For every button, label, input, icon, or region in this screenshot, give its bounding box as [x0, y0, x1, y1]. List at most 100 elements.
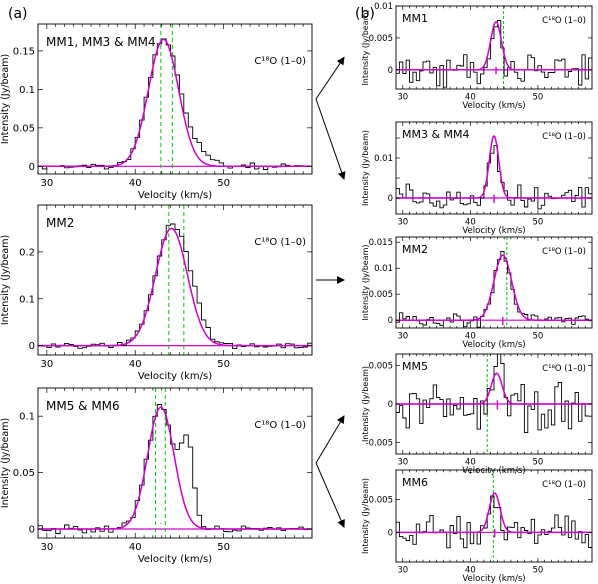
y-tick-label: 0.005: [369, 34, 393, 44]
x-axis-label: Velocity (km/s): [138, 190, 212, 201]
y-tick-label: 0.005: [369, 362, 393, 372]
species-label: C¹⁸O (1–0): [254, 56, 306, 67]
plot-frame: [37, 204, 313, 356]
gaussian-fit-curve: [38, 227, 312, 347]
y-axis-label: Intensity (Jy/beam): [0, 54, 11, 144]
x-axis-label: Velocity (km/s): [462, 101, 525, 111]
x-tick-label: 40: [129, 359, 142, 370]
y-tick-label: 0.2: [19, 247, 35, 258]
x-tick-label: 40: [465, 218, 476, 228]
y-tick-label: 0.15: [13, 46, 35, 57]
y-tick-label: 0.05: [13, 468, 35, 479]
observed-spectrum: [396, 19, 592, 88]
x-tick-label: 50: [533, 93, 544, 103]
y-tick-label: 0.1: [19, 412, 35, 423]
y-tick-label: 0: [388, 66, 393, 76]
x-tick-label: 50: [533, 218, 544, 228]
x-tick-label: 30: [397, 458, 408, 468]
y-tick-label: 0.01: [374, 264, 393, 274]
y-tick-label: -0.005: [366, 438, 393, 448]
x-tick-label: 30: [397, 93, 408, 103]
x-tick-label: 30: [397, 566, 408, 576]
species-label: C¹⁸O (1–0): [542, 16, 586, 26]
plot-frame: [395, 5, 593, 90]
gaussian-fit-curve: [396, 21, 592, 71]
plot-frame: [37, 23, 313, 175]
x-tick-label: 40: [465, 93, 476, 103]
region-label: MM5: [402, 360, 428, 373]
y-tick-label: 0.01: [374, 154, 393, 164]
y-tick-label: 0: [29, 341, 35, 352]
panel-label-a: (a): [8, 6, 28, 22]
y-tick-label: 0.005: [369, 290, 393, 300]
x-tick-label: 50: [533, 458, 544, 468]
region-label: MM5 & MM6: [46, 399, 120, 413]
region-label: MM1: [402, 12, 428, 25]
region-label: MM2: [46, 216, 74, 230]
panel-label-b: (b): [355, 6, 375, 22]
x-axis-label: Velocity (km/s): [462, 466, 525, 476]
region-label: MM6: [402, 476, 428, 489]
plot-frame: [395, 469, 593, 563]
x-axis-label: Velocity (km/s): [462, 574, 525, 584]
y-tick-label: 0: [388, 194, 393, 204]
spectrum-panel-b5: 30 40 50 0 0.005 Velocity (km/s) Intensity (Jy…: [361, 469, 593, 584]
region-label: MM3 & MM4: [402, 128, 470, 141]
y-tick-label: 0: [29, 524, 35, 535]
x-axis-label: Velocity (km/s): [138, 371, 212, 382]
observed-spectrum: [38, 404, 312, 534]
gaussian-fit-curve: [38, 38, 312, 168]
x-axis-label: Velocity (km/s): [462, 340, 525, 350]
x-tick-label: 50: [217, 542, 230, 553]
y-axis-label: Intensity (Jy/beam): [0, 418, 11, 508]
x-tick-label: 30: [40, 178, 53, 189]
region-label: MM1, MM3 & MM4: [46, 35, 156, 49]
gaussian-fit-curve: [396, 372, 592, 405]
spectrum-panel-b4: 30 40 50 -0.005 0 0.005 Velocity (km/s) Intensi…: [361, 353, 593, 476]
x-tick-label: 30: [40, 359, 53, 370]
observed-spectrum: [396, 495, 592, 549]
species-label: C¹⁸O (1–0): [542, 247, 586, 257]
plot-frame: [395, 121, 593, 215]
species-label: C¹⁸O (1–0): [254, 237, 306, 248]
x-tick-label: 40: [465, 332, 476, 342]
y-axis-label: Intensity (Jy/beam): [361, 478, 370, 554]
y-tick-label: 0.1: [19, 294, 35, 305]
y-axis-label: Intensity (Jy/beam): [361, 366, 370, 442]
x-tick-label: 40: [129, 178, 142, 189]
gaussian-fit-curve: [396, 492, 592, 534]
y-tick-label: 0: [388, 400, 393, 410]
spectrum-panel-a3: 30 40 50 0 0.05 0.1 Velocity (km/s) Intensity (…: [0, 387, 313, 565]
connector-arrow: [315, 462, 345, 528]
y-tick-label: 0.015: [369, 238, 393, 248]
species-label: C¹⁸O (1–0): [254, 420, 306, 431]
y-axis-label: Intensity (Jy/beam): [361, 244, 370, 320]
spectrum-panel-b3: 30 40 50 0 0.005 0.01 0.015 Velocity (km/s) Inte…: [361, 236, 593, 350]
x-axis-label: Velocity (km/s): [138, 554, 212, 565]
spectrum-panel-b2: 30 40 50 0 0.01 Velocity (km/s) Intensity (Jy/…: [361, 121, 593, 236]
y-tick-label: 0.005: [369, 496, 393, 506]
y-tick-label: 0.01: [374, 2, 393, 12]
y-tick-label: 0: [388, 528, 393, 538]
species-label: C¹⁸O (1–0): [542, 480, 586, 490]
spectrum-panel-b1: 30 40 50 0 0.005 0.01 Velocity (km/s) Intensity…: [361, 2, 593, 111]
y-axis-label: Intensity (Jy/beam): [361, 9, 370, 85]
x-axis-label: Velocity (km/s): [462, 226, 525, 236]
x-tick-label: 40: [465, 458, 476, 468]
connector-arrow: [315, 56, 345, 100]
plot-frame: [37, 387, 313, 539]
x-tick-label: 30: [397, 218, 408, 228]
observed-spectrum: [396, 250, 592, 328]
plot-frame: [395, 236, 593, 329]
x-tick-label: 30: [40, 542, 53, 553]
gaussian-fit-curve: [396, 135, 592, 199]
x-tick-label: 40: [465, 566, 476, 576]
connector-arrow: [315, 415, 345, 464]
y-tick-label: 0: [29, 162, 35, 173]
connector-arrows: [315, 56, 346, 528]
y-tick-label: 0: [388, 316, 393, 326]
species-label: C¹⁸O (1–0): [542, 132, 586, 142]
x-tick-label: 50: [533, 566, 544, 576]
